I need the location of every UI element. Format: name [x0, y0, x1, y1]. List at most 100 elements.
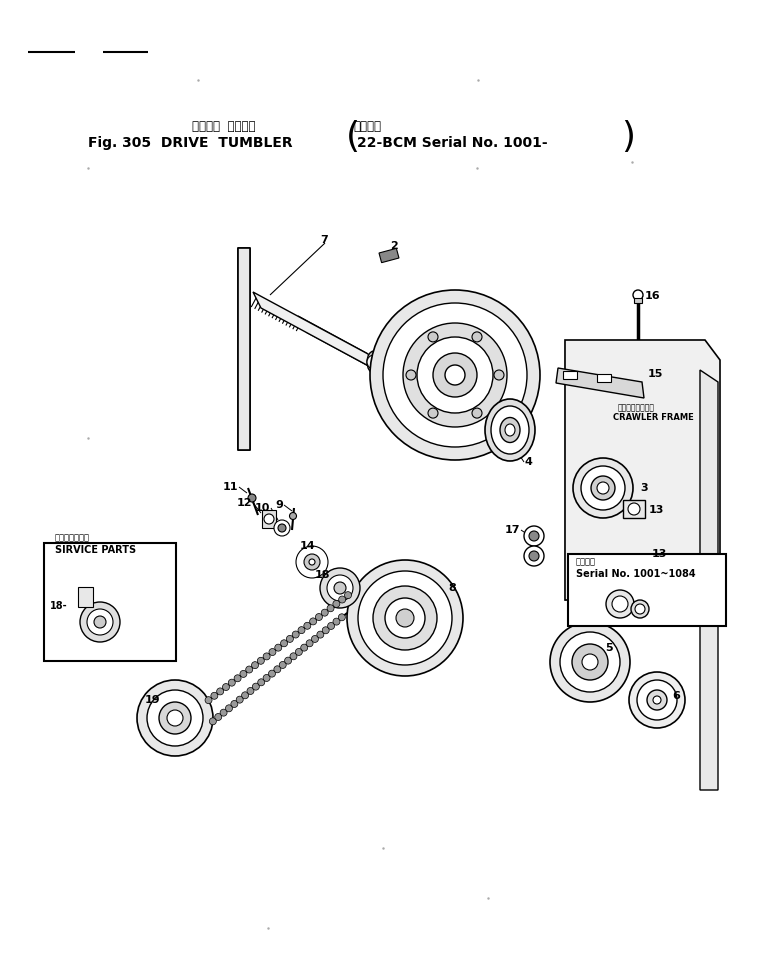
- Circle shape: [248, 494, 256, 502]
- Circle shape: [653, 696, 661, 704]
- Circle shape: [147, 690, 203, 746]
- Text: ドライブ  タンブラ: ドライブ タンブラ: [192, 119, 255, 133]
- Text: Serial No. 1001~1084: Serial No. 1001~1084: [576, 569, 696, 579]
- Polygon shape: [253, 292, 376, 370]
- Circle shape: [215, 713, 222, 720]
- Ellipse shape: [491, 406, 529, 454]
- Circle shape: [280, 640, 287, 647]
- Circle shape: [292, 631, 299, 638]
- Circle shape: [316, 614, 322, 621]
- Circle shape: [385, 598, 425, 638]
- Text: 6: 6: [672, 691, 680, 701]
- Circle shape: [80, 602, 120, 642]
- Circle shape: [345, 591, 351, 598]
- Text: 12: 12: [237, 498, 252, 508]
- Circle shape: [524, 546, 544, 566]
- Circle shape: [367, 355, 381, 369]
- Circle shape: [274, 520, 290, 536]
- Bar: [379, 248, 399, 263]
- Circle shape: [167, 710, 183, 726]
- Circle shape: [631, 600, 649, 618]
- Text: Fig. 305  DRIVE  TUMBLER: Fig. 305 DRIVE TUMBLER: [88, 136, 293, 150]
- Circle shape: [286, 635, 293, 642]
- Circle shape: [529, 531, 539, 541]
- Circle shape: [327, 605, 334, 612]
- Circle shape: [550, 622, 630, 702]
- Circle shape: [290, 653, 297, 660]
- Circle shape: [328, 623, 335, 630]
- Text: 14: 14: [300, 541, 316, 551]
- Ellipse shape: [500, 418, 520, 442]
- Text: 13: 13: [652, 549, 668, 559]
- Circle shape: [217, 688, 224, 695]
- Circle shape: [220, 710, 227, 716]
- Circle shape: [428, 408, 438, 418]
- Text: 15: 15: [648, 369, 663, 379]
- Circle shape: [274, 666, 281, 672]
- Text: クローラフレーム: クローラフレーム: [618, 403, 655, 413]
- Circle shape: [159, 702, 191, 734]
- Text: 2: 2: [390, 241, 398, 251]
- Circle shape: [236, 696, 243, 703]
- Circle shape: [137, 680, 213, 756]
- Circle shape: [257, 657, 264, 665]
- Circle shape: [334, 582, 346, 594]
- Circle shape: [591, 476, 615, 500]
- Circle shape: [573, 458, 633, 518]
- Bar: [44, 543, 176, 661]
- Text: (: (: [346, 120, 360, 154]
- Circle shape: [304, 554, 320, 570]
- Text: 16: 16: [645, 291, 661, 301]
- Circle shape: [222, 683, 229, 691]
- Circle shape: [263, 674, 270, 681]
- Circle shape: [309, 559, 315, 565]
- Bar: [623, 500, 645, 518]
- Circle shape: [268, 671, 276, 677]
- Circle shape: [234, 674, 241, 682]
- Circle shape: [264, 514, 274, 524]
- Circle shape: [347, 560, 463, 676]
- Circle shape: [278, 524, 286, 532]
- Circle shape: [252, 683, 259, 690]
- Circle shape: [445, 365, 465, 385]
- Circle shape: [628, 503, 640, 515]
- Circle shape: [251, 662, 258, 669]
- Bar: [568, 554, 726, 626]
- Circle shape: [257, 678, 265, 686]
- Text: 17: 17: [504, 525, 520, 535]
- Bar: [597, 374, 611, 382]
- Text: 4: 4: [525, 457, 533, 467]
- Circle shape: [296, 546, 328, 578]
- Circle shape: [333, 600, 340, 607]
- Polygon shape: [556, 368, 644, 398]
- Text: ): ): [621, 120, 635, 154]
- Circle shape: [338, 614, 345, 621]
- Circle shape: [333, 618, 340, 625]
- Text: 10: 10: [254, 503, 270, 513]
- Circle shape: [279, 662, 286, 669]
- Bar: [563, 371, 577, 379]
- Circle shape: [637, 680, 677, 720]
- Circle shape: [304, 623, 311, 630]
- Text: 7: 7: [320, 235, 328, 245]
- Text: 13: 13: [649, 505, 665, 515]
- Circle shape: [582, 654, 598, 670]
- Circle shape: [338, 596, 345, 603]
- Circle shape: [572, 644, 608, 680]
- Text: 8: 8: [448, 583, 456, 593]
- Circle shape: [306, 640, 313, 647]
- Text: 適用号機: 適用号機: [576, 557, 596, 566]
- Circle shape: [205, 697, 212, 704]
- Ellipse shape: [485, 399, 535, 461]
- Circle shape: [269, 648, 276, 656]
- Circle shape: [327, 575, 353, 601]
- Polygon shape: [565, 340, 720, 600]
- Circle shape: [433, 353, 477, 397]
- Text: 5: 5: [605, 643, 613, 653]
- Circle shape: [529, 551, 539, 561]
- Circle shape: [647, 690, 667, 710]
- Circle shape: [312, 635, 319, 642]
- Circle shape: [560, 632, 620, 692]
- Circle shape: [317, 631, 324, 638]
- Circle shape: [298, 627, 305, 633]
